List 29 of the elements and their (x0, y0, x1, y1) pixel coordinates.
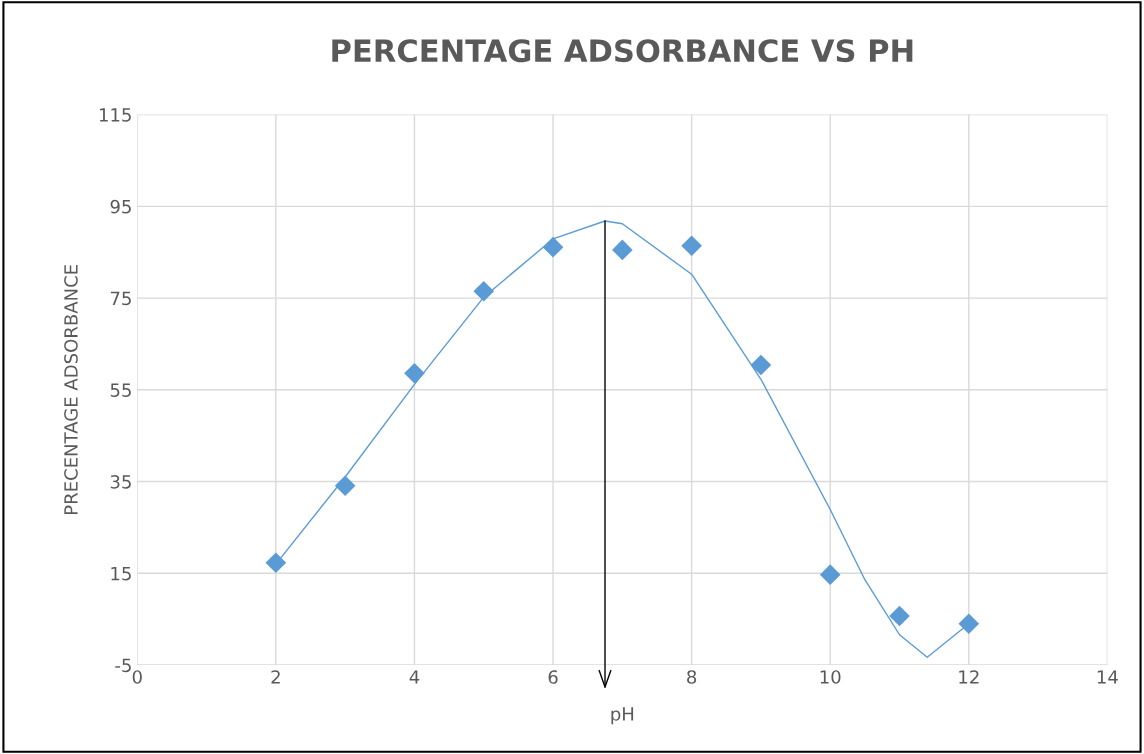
y-axis-title: PRECENTAGE ADSORBANCE (64, 265, 78, 514)
x-tick-label: 2 (271, 670, 280, 684)
y-tick-label: 75 (110, 291, 131, 306)
x-tick-label: 8 (687, 670, 697, 684)
x-axis-title: pH (611, 707, 634, 725)
y-tick-label: 15 (111, 566, 131, 581)
x-tick-label: 10 (820, 670, 841, 684)
x-tick-label: 12 (959, 670, 979, 684)
y-tick-label: 55 (110, 383, 131, 397)
point (958, 613, 980, 635)
x-tick-label: 6 (548, 670, 558, 684)
chart-title: PERCENTAGE ADSORBANCE VS PH (332, 39, 913, 63)
point (473, 280, 495, 302)
y-tick-label: -5 (115, 658, 131, 673)
point (750, 354, 772, 376)
point (681, 235, 702, 257)
x-tick-label: 0 (132, 670, 142, 684)
y-tick-label: 95 (110, 199, 131, 214)
x-tick-label: 4 (409, 670, 420, 684)
point (612, 239, 633, 261)
y-tick-label: 115 (99, 108, 131, 122)
point (889, 605, 910, 627)
point (542, 236, 564, 258)
point (334, 475, 356, 496)
point (404, 363, 425, 384)
point (819, 564, 841, 585)
y-tick-label: 35 (110, 475, 131, 489)
x-tick-label: 14 (1097, 670, 1118, 684)
point (265, 552, 287, 574)
